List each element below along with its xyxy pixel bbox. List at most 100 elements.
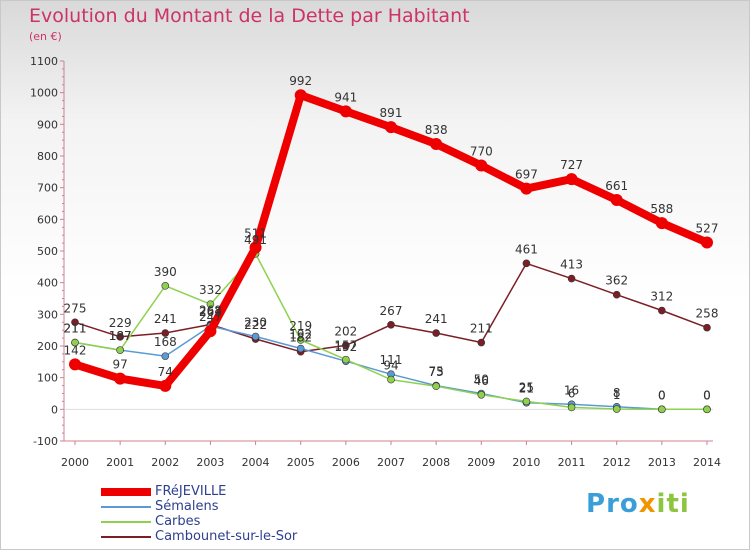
data-point <box>342 341 350 350</box>
data-point <box>703 323 711 332</box>
data-label: 187 <box>109 329 132 343</box>
data-point <box>69 358 81 371</box>
data-label: 0 <box>658 388 666 402</box>
data-point <box>658 306 666 315</box>
data-label: 142 <box>64 343 87 357</box>
legend: FRéJEVILLE Sémalens Carbes Cambounet-sur… <box>101 484 361 545</box>
data-point <box>204 325 217 338</box>
data-label: 73 <box>429 365 444 379</box>
proxiti-logo: Proxiti <box>586 489 690 519</box>
legend-item-frejeville[interactable]: FRéJEVILLE <box>101 484 361 500</box>
data-label: 247 <box>199 310 222 324</box>
data-point <box>161 329 170 337</box>
data-point <box>658 405 666 414</box>
y-tick-label: 700 <box>37 182 58 195</box>
logo-letter: t <box>666 489 680 519</box>
y-tick-label: 1100 <box>30 55 58 68</box>
data-point <box>520 182 533 195</box>
x-tick-label: 2004 <box>242 456 270 469</box>
data-label: 8 <box>613 386 621 400</box>
y-tick-label: 200 <box>37 340 58 353</box>
legend-label: Sémalens <box>155 499 219 514</box>
data-point <box>567 403 576 412</box>
data-label: 838 <box>425 123 448 137</box>
series-cambounet-sur-le-sor <box>71 259 711 356</box>
data-label: 491 <box>244 233 267 247</box>
x-tick-label: 2007 <box>377 456 405 469</box>
legend-swatch <box>101 521 151 523</box>
data-label: 312 <box>650 290 673 304</box>
data-label: 661 <box>605 179 628 193</box>
data-point <box>567 274 576 283</box>
y-tick-label: -100 <box>33 435 58 448</box>
legend-label: Carbes <box>155 514 201 529</box>
data-point <box>251 332 260 341</box>
legend-label: Cambounet-sur-le-Sor <box>155 529 298 544</box>
data-label: 168 <box>154 335 177 349</box>
data-label: 275 <box>64 301 87 315</box>
data-label: 461 <box>515 242 538 256</box>
data-label: 6 <box>568 386 576 400</box>
data-label: 362 <box>605 274 628 288</box>
data-label: 527 <box>696 221 719 235</box>
data-point <box>294 89 307 102</box>
data-label: 697 <box>515 168 538 182</box>
data-point <box>116 333 124 341</box>
data-label: 211 <box>64 322 87 336</box>
data-label: 219 <box>289 319 312 333</box>
series-carbes <box>71 250 711 414</box>
legend-swatch <box>101 488 151 496</box>
data-point <box>71 318 79 327</box>
data-label: 97 <box>113 358 128 372</box>
logo-letter: o <box>619 489 639 519</box>
data-label: 332 <box>199 283 222 297</box>
data-point <box>565 173 578 186</box>
data-point <box>161 352 170 360</box>
x-tick-label: 2013 <box>648 456 676 469</box>
legend-item-semalens[interactable]: Sémalens <box>101 499 361 515</box>
y-tick-label: 800 <box>37 150 58 163</box>
legend-item-carbes[interactable]: Carbes <box>101 514 361 530</box>
data-label: 152 <box>334 340 357 354</box>
data-point <box>430 137 443 150</box>
data-label: 588 <box>650 202 673 216</box>
data-point <box>385 121 397 134</box>
y-tick-label: 500 <box>37 245 58 258</box>
y-tick-label: 0 <box>51 403 58 416</box>
x-tick-label: 2000 <box>61 456 89 469</box>
data-point <box>159 379 172 392</box>
data-label: 94 <box>383 359 398 373</box>
data-label: 0 <box>658 388 666 402</box>
data-point <box>161 282 170 290</box>
data-point <box>703 405 711 414</box>
legend-label: FRéJEVILLE <box>155 484 227 499</box>
legend-item-cambounet[interactable]: Cambounet-sur-le-Sor <box>101 529 361 545</box>
data-point <box>612 405 621 413</box>
data-point <box>114 372 127 385</box>
data-label: 390 <box>154 265 177 279</box>
data-point <box>296 344 305 353</box>
series-fr-jeville <box>69 89 713 392</box>
logo-letter: r <box>606 489 620 519</box>
x-tick-label: 2012 <box>603 456 631 469</box>
data-label: 413 <box>560 258 583 272</box>
data-point <box>655 217 668 230</box>
data-label: 75 <box>429 365 444 379</box>
data-label: 230 <box>244 316 267 330</box>
x-tick-label: 2005 <box>287 456 315 469</box>
logo-letter: P <box>586 489 607 519</box>
data-label: 74 <box>158 365 173 379</box>
x-tick-label: 2008 <box>422 456 450 469</box>
data-label: 267 <box>380 304 403 318</box>
data-point <box>432 382 440 391</box>
y-tick-label: 400 <box>37 277 58 290</box>
chart-subtitle: (en €) <box>29 30 62 43</box>
data-label: 46 <box>474 374 489 388</box>
data-point <box>116 346 124 354</box>
logo-letter: i <box>656 489 667 519</box>
x-tick-label: 2001 <box>106 456 134 469</box>
data-point <box>522 397 531 406</box>
